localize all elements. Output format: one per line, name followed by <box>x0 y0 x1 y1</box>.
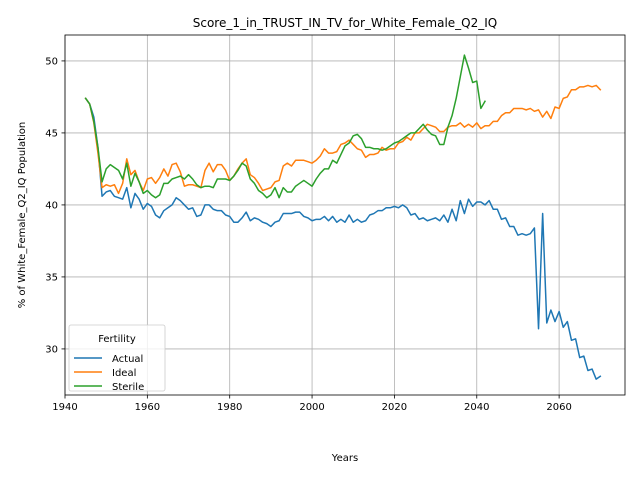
x-tick-label: 2000 <box>299 402 324 413</box>
y-tick-label: 45 <box>45 128 58 139</box>
legend-box <box>68 324 166 392</box>
y-tick-label: 40 <box>45 200 58 211</box>
y-axis-title: % of White_Female_Q2_IQ Population <box>17 122 28 309</box>
x-tick-label: 2040 <box>464 402 489 413</box>
legend-title: Fertility <box>98 334 136 345</box>
y-tick-label: 30 <box>45 344 58 355</box>
legend-label-ideal: Ideal <box>112 368 136 379</box>
axis-ticks: 1940 1960 1980 2000 2020 2040 2060 30 35 40 45 50 <box>45 56 572 413</box>
chart-title: Score_1_in_TRUST_IN_TV_for_White_Female_… <box>193 16 497 30</box>
x-tick-label: 1940 <box>52 402 77 413</box>
x-tick-label: 2020 <box>382 402 407 413</box>
x-tick-label: 2060 <box>546 402 571 413</box>
x-axis-title: Years <box>331 453 358 464</box>
legend-label-sterile: Sterile <box>112 382 144 393</box>
legend: Fertility Actual Ideal Sterile <box>68 324 166 393</box>
legend-label-actual: Actual <box>112 354 143 365</box>
y-tick-label: 35 <box>45 272 58 283</box>
x-tick-label: 1980 <box>217 402 242 413</box>
plot-frame <box>64 34 626 396</box>
series-line-sterile <box>84 54 487 199</box>
series-line-actual <box>84 97 602 380</box>
x-tick-label: 1960 <box>135 402 160 413</box>
series-lines <box>84 54 602 380</box>
series-line-ideal <box>84 84 602 195</box>
y-tick-label: 50 <box>45 56 58 67</box>
